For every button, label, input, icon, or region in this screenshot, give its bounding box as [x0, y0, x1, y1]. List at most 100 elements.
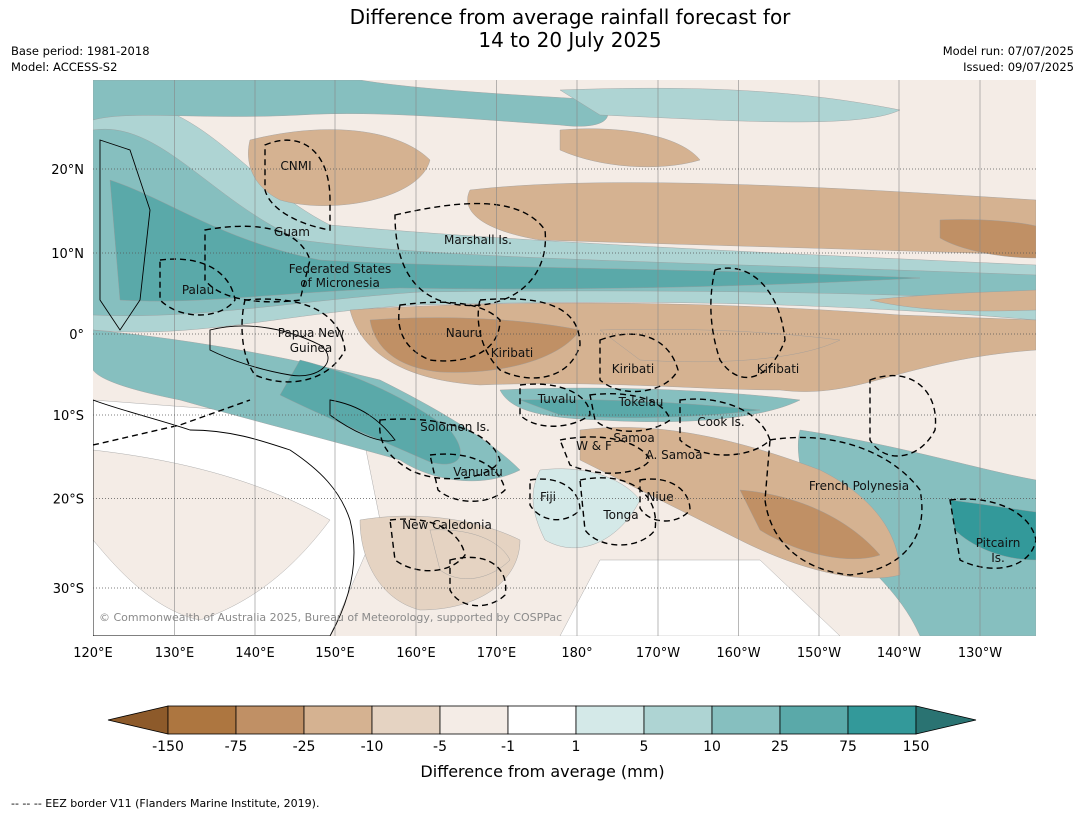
eez-border: [398, 301, 501, 362]
colorbar-extend-low: [107, 705, 169, 735]
region-label: Nauru: [446, 326, 482, 340]
base-period: Base period: 1981-2018: [11, 44, 150, 58]
latitude-label: 0°: [69, 328, 84, 343]
longitude-label: 180°: [561, 646, 592, 661]
region-label: Guinea: [290, 341, 333, 355]
colorbar-tick-label: -25: [293, 739, 316, 755]
coastline: [209, 325, 329, 377]
latitude-label: 20°S: [53, 493, 84, 508]
rainfall-contour: [559, 128, 701, 168]
region-label: Vanuatu: [453, 465, 503, 479]
longitude-label: 170°W: [636, 646, 680, 661]
longitude-label: 150°W: [797, 646, 841, 661]
colorbar-extend-high: [915, 705, 977, 735]
title-line-2: 14 to 20 July 2025: [478, 28, 662, 52]
colorbar-tick-label: 75: [839, 739, 857, 755]
gridlines: [93, 80, 1036, 636]
colorbar-tick-label: 25: [771, 739, 789, 755]
latitude-label: 10°N: [51, 247, 84, 262]
rainfall-contour: [93, 449, 331, 621]
colorbar-tick-label: -10: [361, 739, 384, 755]
coastline: [99, 139, 151, 331]
colorbar-tick-label: 5: [640, 739, 649, 755]
colorbar-swatch: [711, 705, 781, 735]
rainfall-contour: [599, 329, 841, 362]
colorbar: -150 -75 -25 -10 -5 -1 1 5 10 25 75 150: [107, 705, 977, 755]
eez-border: [394, 202, 547, 307]
colorbar-swatch: [371, 705, 441, 735]
colorbar-swatch: [439, 705, 509, 735]
colorbar-tick-label: 1: [572, 739, 581, 755]
eez-border: [599, 333, 679, 393]
longitude-label: 170°E: [477, 646, 517, 661]
region-label: CNMI: [280, 159, 311, 173]
meta-right: Model run: 07/07/2025 Issued: 09/07/2025: [943, 43, 1074, 75]
rainfall-contour: [869, 289, 1036, 312]
region-label: A. Samoa: [646, 448, 703, 462]
region-label: Kiribati: [757, 362, 799, 376]
region-label: Federated States: [289, 262, 391, 276]
eez-border: [241, 298, 346, 383]
colorbar-swatch: [847, 705, 917, 735]
eez-border: [639, 478, 691, 522]
eez-border: [429, 453, 506, 502]
meta-left: Base period: 1981-2018 Model: ACCESS-S2: [11, 43, 150, 75]
title-line-1: Difference from average rainfall forecas…: [349, 5, 791, 29]
longitude-label: 140°W: [877, 646, 921, 661]
rainfall-contour: [279, 359, 461, 465]
region-label: New Caledonia: [402, 518, 492, 532]
rainfall-contour: [519, 399, 761, 418]
rainfall-contour: [467, 182, 1036, 256]
rainfall-contour: [369, 317, 581, 373]
colorbar-tick-label: -150: [152, 739, 184, 755]
longitude-label: 130°W: [958, 646, 1002, 661]
issued-date: Issued: 09/07/2025: [963, 60, 1074, 74]
rainfall-contour: [939, 219, 1036, 259]
eez-border: [710, 267, 786, 379]
region-label: Niue: [646, 490, 673, 504]
region-label: Papua New: [278, 326, 345, 340]
region-label: Tonga: [602, 508, 638, 522]
longitude-label: 150°E: [315, 646, 355, 661]
rainfall-contour: [532, 468, 641, 549]
model-name: Model: ACCESS-S2: [11, 60, 118, 74]
region-label: W & F: [576, 439, 612, 453]
longitude-label: 160°W: [716, 646, 760, 661]
rainfall-contour: [559, 88, 901, 123]
region-label: Samoa: [613, 431, 654, 445]
eez-border: [264, 139, 331, 231]
region-label: Kiribati: [491, 346, 533, 360]
region-label: of Micronesia: [300, 276, 380, 290]
latitude-label: 30°S: [53, 582, 84, 597]
colorbar-tick-label: -75: [225, 739, 248, 755]
colorbar-tick-label: -5: [433, 739, 447, 755]
region-label: Fiji: [540, 490, 556, 504]
colorbar-tick-label: 10: [703, 739, 721, 755]
colorbar-swatch: [575, 705, 645, 735]
region-label: Solomon Is.: [420, 420, 490, 434]
rainfall-contour: [559, 559, 841, 636]
colorbar-swatch: [507, 705, 577, 735]
region-label: Palau: [182, 283, 214, 297]
longitude-label: 130°E: [155, 646, 195, 661]
eez-footer-note: -- -- -- EEZ border V11 (Flanders Marine…: [11, 797, 320, 810]
eez-border: [589, 393, 671, 432]
eez-border: [559, 436, 651, 474]
colorbar-title: Difference from average (mm): [420, 762, 665, 781]
colorbar-swatch: [643, 705, 713, 735]
rainfall-contour: [949, 499, 1036, 561]
latitude-label: 20°N: [51, 163, 84, 178]
eez-border: [764, 436, 923, 576]
rainfall-shading: [93, 80, 1036, 636]
eez-border: [449, 556, 507, 607]
model-run: Model run: 07/07/2025: [942, 44, 1074, 58]
map-title: Difference from average rainfall forecas…: [0, 6, 1085, 52]
eez-border: [529, 478, 581, 521]
latitude-label: 10°S: [53, 409, 84, 424]
rainfall-contour: [429, 529, 511, 579]
eez-border: [159, 258, 236, 316]
rainfall-contour: [109, 179, 921, 302]
